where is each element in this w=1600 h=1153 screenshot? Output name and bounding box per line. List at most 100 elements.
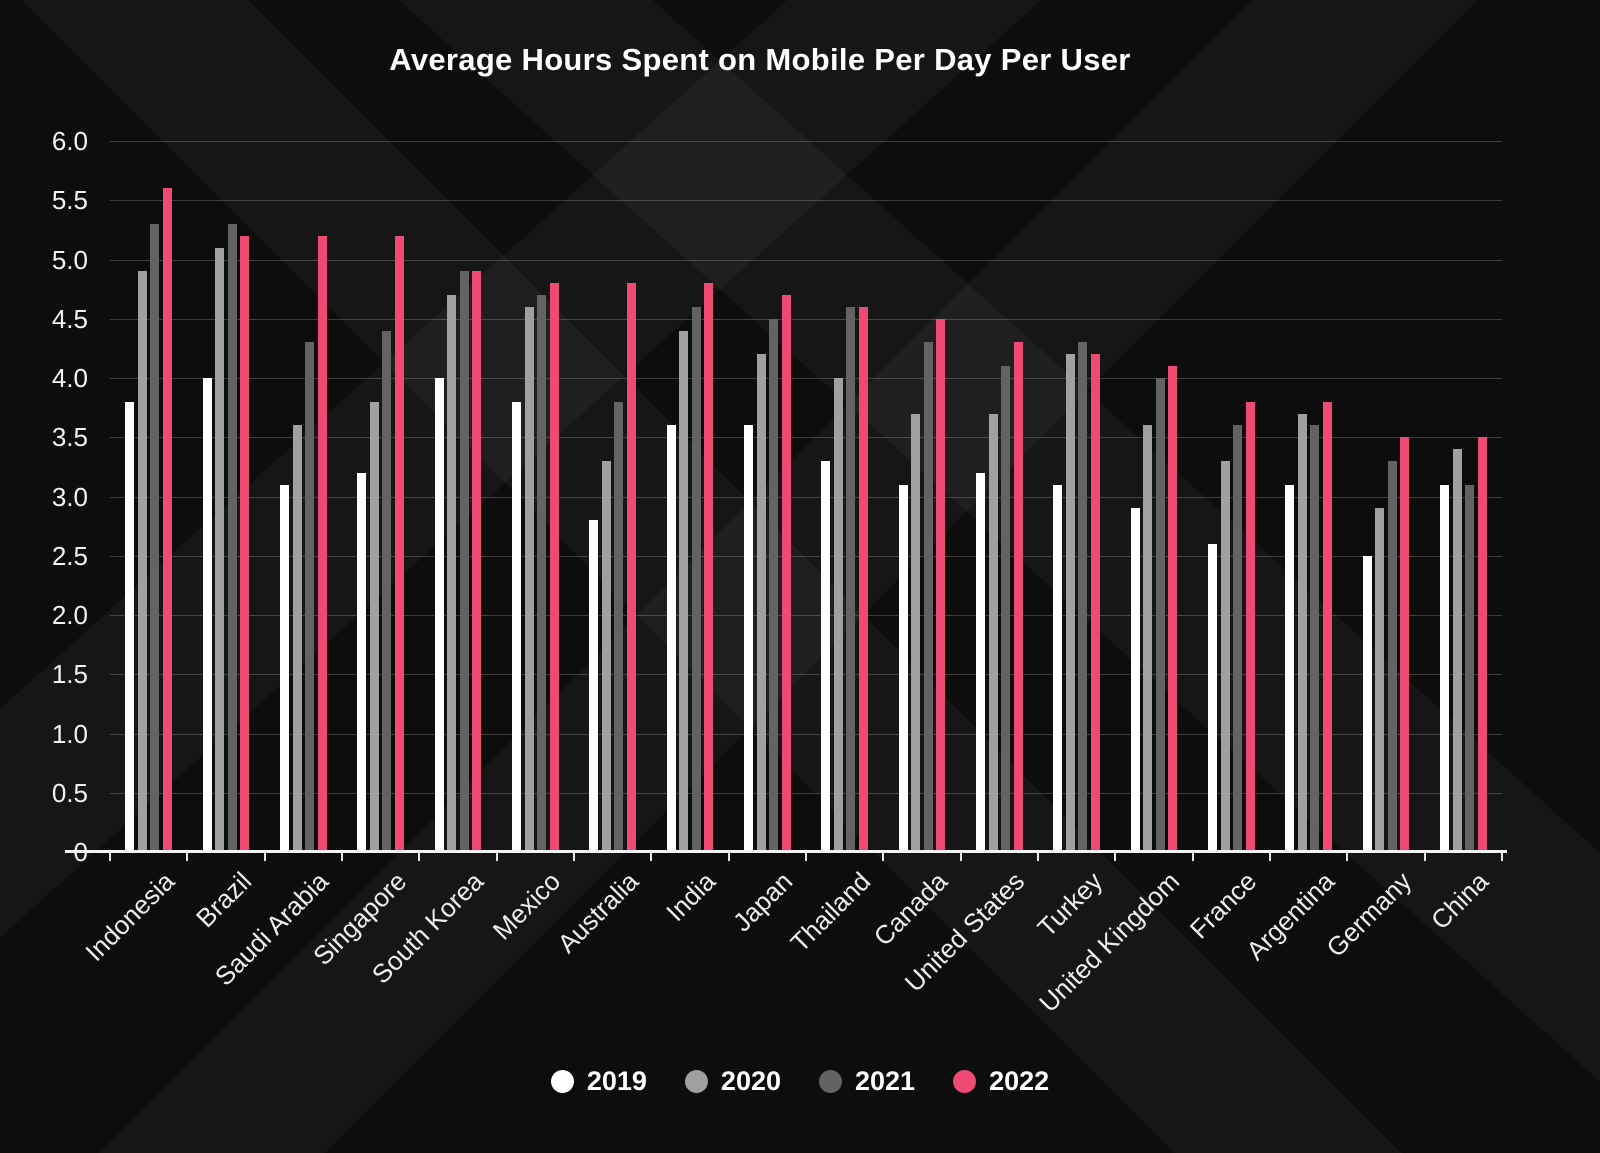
- legend-swatch-2021: [819, 1070, 842, 1093]
- bar-2021: [382, 330, 392, 852]
- legend-item-2019: 2019: [550, 1066, 647, 1097]
- x-axis-tick: [1501, 852, 1503, 861]
- bar-2021: [1078, 342, 1088, 852]
- y-axis-tick-label: 6.0: [51, 126, 88, 156]
- bar-2019: [589, 520, 599, 852]
- y-axis-tick-label: 1.5: [51, 659, 88, 690]
- bar-group-saudi-arabia: [265, 141, 342, 852]
- bar-2019: [666, 425, 676, 852]
- bar-2021: [846, 306, 856, 852]
- x-axis-tick: [1191, 852, 1194, 861]
- gridline: [110, 555, 1502, 557]
- bar-2021: [459, 271, 469, 852]
- legend-swatch-2022: [953, 1070, 977, 1093]
- x-axis-tick: [1346, 852, 1349, 861]
- bar-2021: [769, 318, 779, 852]
- bar-2022: [858, 306, 868, 852]
- y-axis-tick-label: 5.5: [51, 185, 88, 216]
- legend-label: 2022: [989, 1066, 1050, 1096]
- x-axis-tick: [805, 852, 807, 861]
- bar-2019: [1208, 543, 1218, 852]
- bar-2022: [472, 271, 482, 852]
- bar-2020: [833, 378, 843, 852]
- bar-2021: [1233, 425, 1243, 852]
- bar-group-thailand: [806, 141, 883, 852]
- y-axis-tick-label: 4.5: [51, 303, 88, 334]
- bar-2020: [1143, 425, 1153, 852]
- x-axis-tick: [650, 852, 653, 861]
- x-axis-tick: [1423, 852, 1426, 861]
- x-axis-tick: [882, 852, 885, 861]
- legend-swatch-2019: [550, 1070, 574, 1093]
- bar-2022: [1400, 437, 1410, 852]
- bar-2021: [227, 223, 237, 852]
- bar-group-united-states: [961, 141, 1038, 852]
- gridline: [110, 733, 1502, 735]
- bar-2019: [976, 472, 986, 852]
- gridline: [110, 259, 1502, 261]
- legend-item-2020: 2020: [684, 1066, 781, 1097]
- bar-2020: [601, 460, 611, 852]
- x-axis-tick: [186, 852, 189, 861]
- legend-label: 2020: [720, 1066, 781, 1096]
- x-axis-tick: [1114, 852, 1117, 861]
- bar-2019: [744, 425, 754, 852]
- bar-2022: [936, 318, 946, 852]
- bar-2021: [1001, 366, 1011, 852]
- bar-2019: [202, 378, 212, 852]
- bar-group-turkey: [1038, 141, 1115, 852]
- y-axis-tick-label: 5.0: [51, 244, 88, 275]
- gridline: [110, 437, 1502, 439]
- bar-2020: [524, 306, 534, 852]
- bar-2020: [911, 413, 921, 852]
- bar-group-india: [651, 141, 728, 852]
- x-axis-tick: [418, 852, 421, 861]
- x-axis-tick: [341, 852, 343, 861]
- bar-2021: [150, 223, 160, 852]
- y-axis-tick-label: 3.0: [51, 481, 88, 512]
- x-axis-tick: [263, 852, 266, 861]
- bar-2022: [626, 283, 636, 852]
- x-axis-line: [65, 850, 1507, 853]
- bar-2022: [162, 188, 172, 852]
- bar-2020: [215, 247, 225, 852]
- bar-2022: [1013, 342, 1023, 852]
- bar-2020: [1375, 508, 1385, 852]
- bar-2021: [537, 295, 547, 852]
- legend-item-2022: 2022: [953, 1066, 1049, 1097]
- bar-2020: [1297, 413, 1307, 852]
- bar-2021: [1155, 378, 1165, 852]
- plot-area: 6.05.55.04.54.03.53.02.52.01.51.00.50 In…: [52, 126, 1507, 1018]
- chart-title: Average Hours Spent on Mobile Per Day Pe…: [389, 42, 1131, 77]
- x-axis-tick: [727, 852, 730, 861]
- gridline: [110, 378, 1502, 379]
- bar-2019: [280, 484, 290, 852]
- bar-2021: [614, 401, 624, 852]
- bar-2019: [821, 460, 831, 852]
- bar-2022: [1090, 354, 1100, 852]
- gridline: [110, 674, 1502, 676]
- legend: 2019 2020 2021 2022: [0, 1066, 1600, 1097]
- gridline: [110, 318, 1502, 320]
- legend-item-2021: 2021: [819, 1066, 915, 1097]
- bar-group-brazil: [187, 141, 264, 852]
- bar-group-france: [1193, 141, 1270, 852]
- bar-2019: [1130, 508, 1140, 852]
- bar-2021: [691, 306, 701, 852]
- legend-label: 2019: [586, 1066, 647, 1096]
- bar-2020: [988, 413, 998, 852]
- x-axis-tick: [495, 852, 498, 861]
- y-axis-tick-label: 0.5: [51, 777, 88, 808]
- gridline: [110, 792, 1502, 794]
- bar-2019: [357, 472, 367, 852]
- bar-2021: [1387, 460, 1397, 852]
- bar-2020: [292, 425, 302, 852]
- bar-2020: [369, 401, 379, 852]
- bar-2019: [1285, 484, 1295, 852]
- bar-2019: [1362, 555, 1372, 852]
- bar-2019: [1440, 484, 1450, 852]
- bar-2021: [1310, 425, 1320, 852]
- bar-2019: [434, 378, 444, 852]
- y-axis-tick-label: 1.0: [51, 718, 88, 749]
- bar-group-indonesia: [110, 141, 187, 852]
